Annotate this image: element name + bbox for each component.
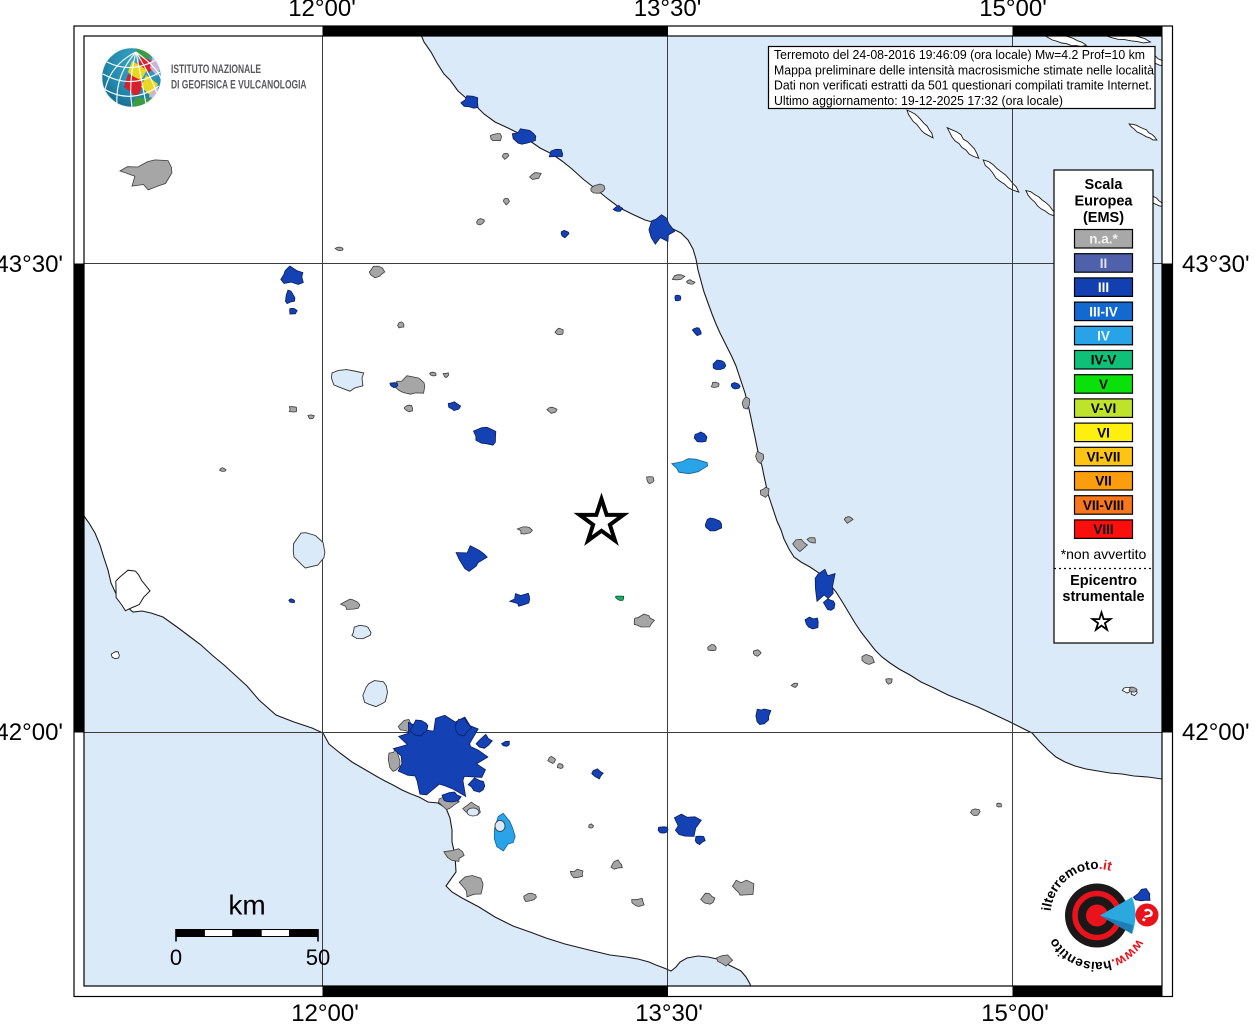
svg-text:Europea: Europea [1074, 194, 1133, 210]
svg-text:VII: VII [1095, 474, 1112, 489]
svg-text:V-VI: V-VI [1091, 401, 1117, 416]
svg-text:V: V [1099, 377, 1108, 392]
svg-text:*non avvertito: *non avvertito [1061, 546, 1147, 562]
svg-text:Terremoto del 24-08-2016 19:46: Terremoto del 24-08-2016 19:46:09 (ora l… [774, 48, 1145, 62]
svg-text:n.a.*: n.a.* [1089, 232, 1118, 247]
svg-text:15°00': 15°00' [979, 0, 1047, 22]
svg-text:0: 0 [170, 945, 182, 970]
svg-text:Epicentro: Epicentro [1070, 573, 1137, 589]
svg-text:Scala: Scala [1085, 177, 1124, 193]
svg-text:VII-VIII: VII-VIII [1083, 498, 1124, 513]
svg-text:VI: VI [1097, 425, 1110, 440]
svg-text:42°00': 42°00' [1182, 719, 1250, 746]
svg-text:Dati non verificati estratti d: Dati non verificati estratti da 501 ques… [774, 79, 1152, 93]
svg-text:Mappa preliminare delle intens: Mappa preliminare delle intensità macros… [774, 63, 1154, 77]
svg-text:ISTITUTO NAZIONALE: ISTITUTO NAZIONALE [171, 62, 261, 76]
svg-text:13°30': 13°30' [634, 0, 702, 22]
svg-text:DI GEOFISICA E VULCANOLOGIA: DI GEOFISICA E VULCANOLOGIA [171, 77, 307, 91]
svg-text:km: km [228, 890, 265, 921]
svg-text:VIII: VIII [1093, 522, 1113, 537]
svg-text:(EMS): (EMS) [1083, 210, 1124, 226]
svg-text:42°00': 42°00' [0, 719, 63, 746]
svg-text:12°00': 12°00' [288, 0, 356, 22]
svg-text:IV-V: IV-V [1091, 353, 1117, 368]
svg-text:43°30': 43°30' [1182, 251, 1250, 278]
svg-text:VI-VII: VI-VII [1087, 450, 1121, 465]
svg-text:43°30': 43°30' [0, 251, 63, 278]
svg-text:50: 50 [306, 945, 330, 970]
svg-text:Ultimo aggiornamento: 19-12-20: Ultimo aggiornamento: 19-12-2025 17:32 (… [774, 94, 1063, 108]
svg-text:15°00': 15°00' [981, 1000, 1049, 1024]
svg-text:II: II [1100, 256, 1108, 271]
svg-text:12°00': 12°00' [291, 1000, 359, 1024]
svg-text:13°30': 13°30' [635, 1000, 703, 1024]
svg-text:III-IV: III-IV [1089, 304, 1118, 319]
svg-text:strumentale: strumentale [1062, 589, 1144, 605]
svg-text:IV: IV [1097, 329, 1110, 344]
svg-text:III: III [1098, 280, 1109, 295]
